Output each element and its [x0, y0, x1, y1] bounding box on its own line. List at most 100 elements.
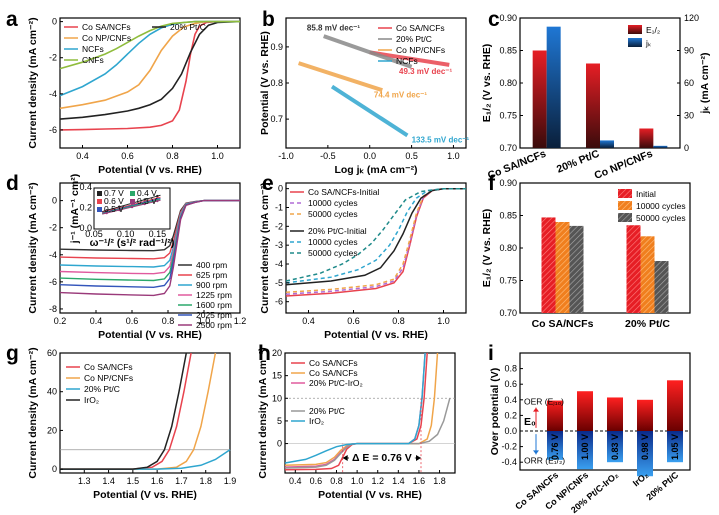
panel-d-ytick-label: -6: [49, 277, 57, 287]
panel-letter-a: a: [6, 8, 18, 31]
panel-e-ytick-label: -4: [275, 259, 283, 269]
panel-b-ytick-label: 0.9: [270, 42, 283, 52]
panel-i-frame: [519, 352, 691, 471]
panel-h-xtick-label: 1.6: [413, 476, 426, 486]
panel-e-frame: [285, 182, 467, 314]
panel-f-bar: [569, 225, 584, 313]
panel-d-ytick-label: -4: [49, 250, 57, 260]
panel-a-xtick-label: 0.8: [166, 151, 179, 161]
panel-i-ytick-label: -0.2: [501, 442, 517, 452]
panel-d-legend-label: 1225 rpm: [196, 290, 232, 300]
panel-f-ytick-label: 0.90: [499, 178, 517, 188]
panel-b-slope-label: 74.4 mV dec⁻¹: [374, 90, 427, 99]
panel-f-bar: [640, 236, 655, 313]
panel-i-bar-oer: [667, 380, 683, 431]
panel-i-bar-orr: [637, 431, 653, 477]
panel-d-xlabel: Potential (V vs. RHE): [98, 329, 202, 341]
panel-b-xtick-label: 0.5: [405, 151, 418, 161]
panel-b-xtick-label: -0.5: [320, 151, 336, 161]
panel-c-ylabel: E₁/₂ (V vs. RHE): [481, 44, 493, 122]
panel-letter-g: g: [6, 342, 19, 365]
panel-d-inset-legend-swatch: [130, 199, 135, 204]
panel-h-ytick-label: 20: [272, 348, 282, 358]
panel-h-xtick-label: 0.4: [289, 476, 302, 486]
panel-h-xtick-label: 1.4: [392, 476, 405, 486]
panel-d-inset-legend-swatch: [97, 191, 102, 196]
panel-e-xtick-label: 0.4: [302, 316, 315, 326]
panel-h-ytick-label: 10: [272, 393, 282, 403]
panel-a-ylabel: Current density (mA cm⁻²): [27, 17, 39, 148]
panel-h-delta-arrowhead: [416, 455, 421, 462]
panel-c-y2tick-label: 120: [684, 13, 699, 23]
panel-d-xtick-label: 0.6: [126, 316, 139, 326]
panel-d-inset-point: [156, 194, 159, 198]
panel-d-inset-point: [105, 211, 108, 215]
panel-i-oer-label: OER (Eⱼ₁₀): [524, 396, 564, 406]
panel-c-ytick-label: 0.90: [499, 13, 517, 23]
panel-c-y2-ylabel: jₖ (mA cm⁻²): [699, 53, 711, 115]
panel-i-orr-arrowhead: [533, 450, 539, 455]
panel-e-legend-label: 50000 cycles: [308, 248, 358, 258]
panel-d-xtick-label: 1.0: [198, 316, 211, 326]
panel-e-ytick-label: -2: [275, 221, 283, 231]
panel-f-bar: [541, 217, 556, 313]
panel-g-xtick-label: 1.6: [151, 476, 164, 486]
panel-d-inset-point: [143, 198, 146, 201]
panel-i-bar-orr: [607, 431, 623, 463]
panel-i-ytick-label: 0.6: [504, 379, 517, 389]
panel-a-ytick-label: 0: [52, 17, 57, 27]
panel-i-bar-orr: [577, 431, 593, 470]
panel-letter-f: f: [488, 172, 496, 195]
panel-i-orr-label: ORR (E₁/₂): [524, 456, 565, 466]
panel-d-ytick-label: -8: [49, 304, 57, 314]
panel-d-xtick-label: 0.4: [90, 316, 103, 326]
panel-e-xtick-label: 0.8: [392, 316, 405, 326]
panel-d-xtick-label: 1.2: [234, 316, 247, 326]
panel-b-legend-label: 20% Pt/C: [396, 34, 432, 44]
panel-g-ytick-label: 40: [47, 387, 57, 397]
panel-d-legend-label: 400 rpm: [196, 260, 227, 270]
panel-c-ytick-label: 0.80: [499, 78, 517, 88]
panel-f-category-label: Co SA/NCFs: [532, 318, 594, 330]
panel-b-slope-label: 85.8 mV dec⁻¹: [307, 24, 360, 33]
panel-e-legend-label: 50000 cycles: [308, 209, 358, 219]
panel-letter-d: d: [6, 172, 19, 195]
panel-b-series-line: [369, 50, 450, 67]
panel-e-xtick-label: 1.0: [437, 316, 450, 326]
panel-b-xtick-label: 0.0: [363, 151, 376, 161]
panel-i-ytick-label: -0.4: [501, 457, 517, 467]
panel-a-xtick-label: 0.6: [121, 151, 134, 161]
panel-d-inset-legend-label: 0.7 V: [104, 188, 124, 198]
panel-f-ylabel: E₁/₂ (V vs. RHE): [481, 209, 493, 287]
panel-i-bar-oer: [577, 391, 593, 431]
panel-g-ytick-label: 60: [47, 348, 57, 358]
panel-h-ytick-label: 0: [277, 439, 282, 449]
panel-e-xtick-label: 0.6: [347, 316, 360, 326]
panel-g-ylabel: Current density (mA cm⁻²): [27, 347, 39, 478]
panel-g-xtick-label: 1.4: [102, 476, 115, 486]
panel-i-oer-arrowhead: [533, 407, 539, 412]
panel-g-xtick-label: 1.3: [78, 476, 91, 486]
panel-b-legend-label: Co SA/NCFs: [396, 23, 445, 33]
panel-d-legend-label: 900 rpm: [196, 280, 227, 290]
panel-e-series-line: [285, 187, 466, 282]
panel-d-inset-point: [130, 205, 134, 209]
panel-b-legend-label: Co NP/CNFs: [396, 45, 445, 55]
panel-h-xtick-label: 1.0: [351, 476, 364, 486]
panel-g-series-line: [60, 449, 231, 470]
panel-letter-b: b: [262, 8, 275, 31]
panel-g-frame: [59, 352, 231, 474]
panel-i-ytick-label: 0.2: [504, 410, 517, 420]
panel-e-ytick-label: -5: [275, 278, 283, 288]
panel-f-legend-swatch: [618, 213, 632, 222]
panel-a-series-line: [59, 20, 240, 131]
panel-c-category-label: Co NP/CNFs: [593, 148, 655, 182]
panel-a-legend-label: Co SA/NCFs: [82, 22, 131, 32]
panel-d-legend-label: 2500 rpm: [196, 320, 232, 330]
panel-i-ytick-label: 0.8: [504, 364, 517, 374]
panel-h-xtick-label: 0.6: [310, 476, 323, 486]
panel-i-bar-orr: [547, 431, 563, 460]
panel-b-ylabel: Potential (V vs. RHE): [259, 31, 271, 135]
panel-d-legend-label: 2025 rpm: [196, 310, 232, 320]
